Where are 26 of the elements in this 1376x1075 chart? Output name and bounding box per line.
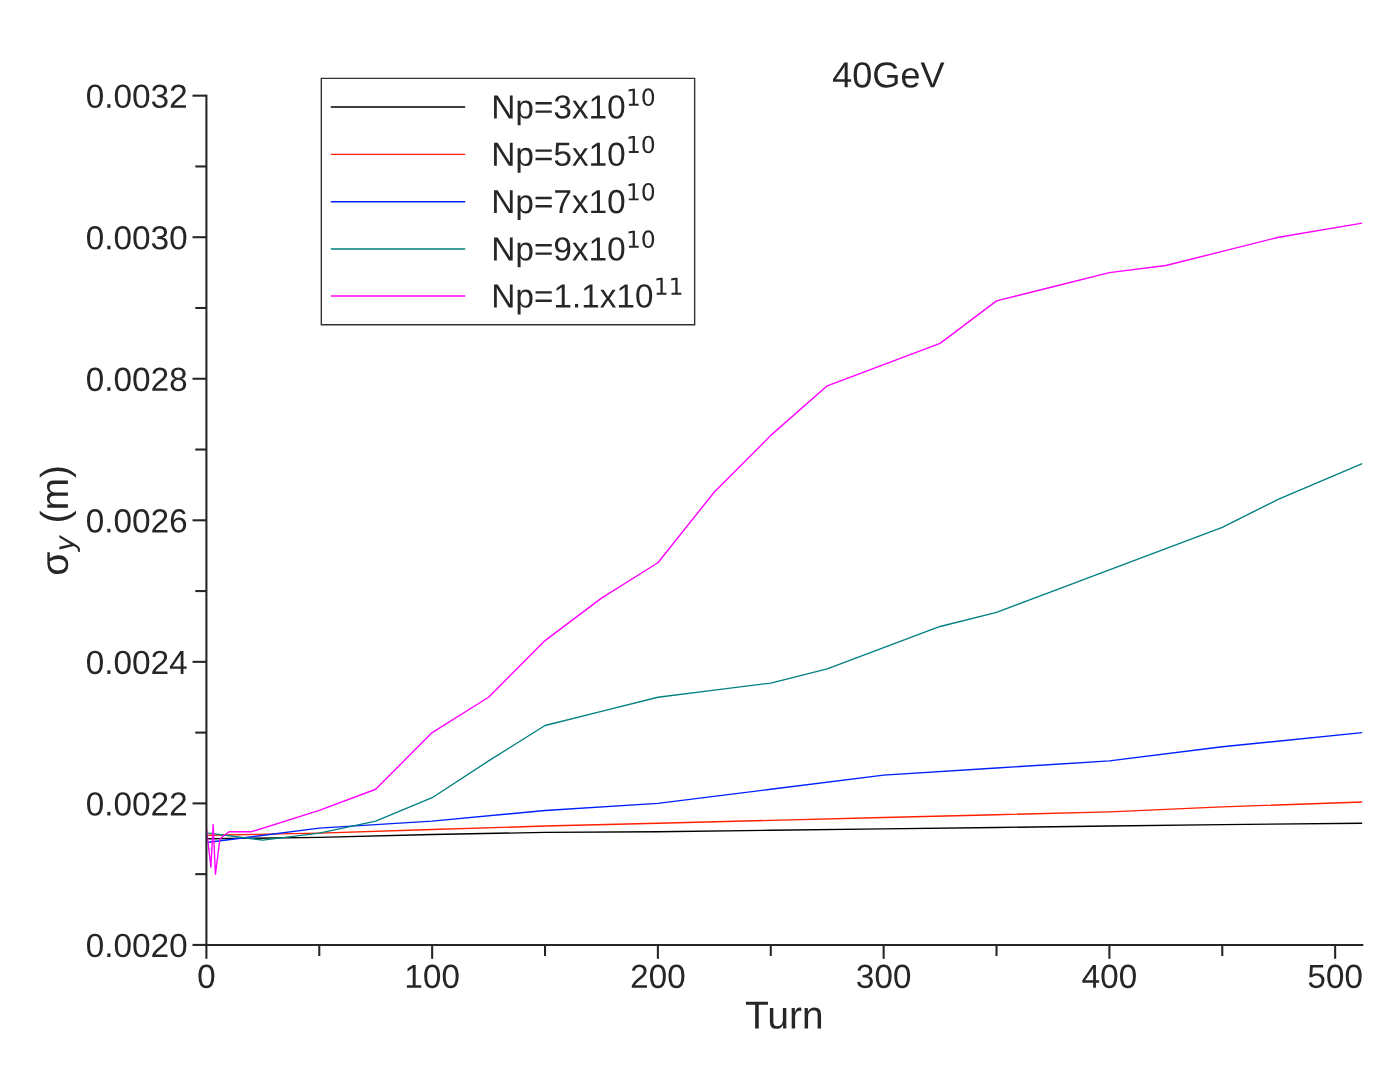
chart-title: 40GeV — [832, 62, 945, 88]
y-tick-label: 0.0032 — [87, 84, 186, 109]
x-tick-label: 500 — [1308, 964, 1362, 989]
y-axis-title: σ$_{y}$ (m) — [39, 467, 80, 575]
x-tick-label: 300 — [857, 964, 911, 989]
y-tick-label: 0.0024 — [87, 650, 187, 675]
line-series — [207, 462, 1363, 841]
x-axis-title: Turn — [745, 1001, 822, 1029]
x-tick-label: 200 — [631, 964, 685, 989]
line-series — [206, 222, 1363, 875]
legend-label: Np=3x10$^{10}$ — [494, 88, 655, 126]
legend-label: Np=1.1x10$^{11}$ — [494, 277, 682, 315]
line-series — [207, 801, 1363, 836]
y-tick-label: 0.0028 — [87, 367, 187, 392]
y-tick-label: 0.0020 — [87, 933, 187, 958]
x-tick-label: 100 — [406, 964, 459, 989]
y-tick-label: 0.0022 — [87, 792, 186, 816]
line-series — [207, 731, 1363, 844]
y-tick-label: 0.0026 — [87, 509, 187, 533]
legend-label: Np=7x10$^{10}$ — [494, 183, 655, 221]
y-tick-label: 0.0030 — [87, 226, 187, 250]
x-tick-label: 0 — [198, 964, 215, 989]
line-series — [207, 822, 1363, 840]
legend-label: Np=9x10$^{10}$ — [494, 230, 655, 268]
legend-label: Np=5x10$^{10}$ — [494, 135, 655, 173]
x-tick-label: 400 — [1082, 964, 1136, 989]
